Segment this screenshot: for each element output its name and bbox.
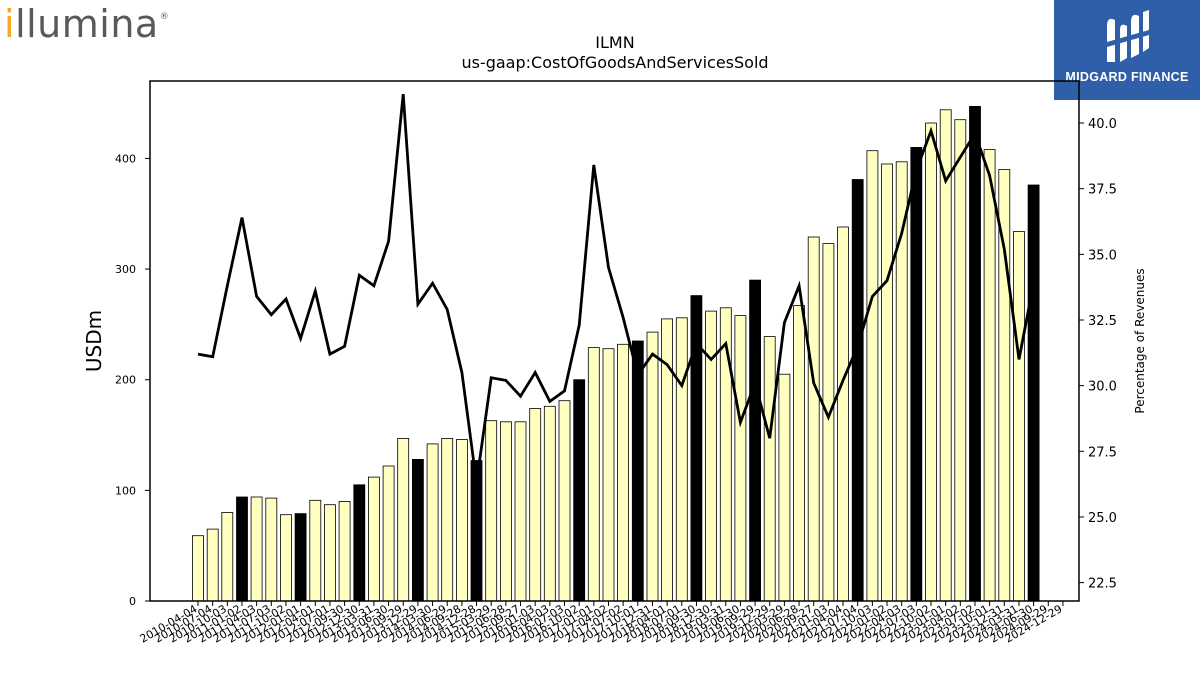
y2-tick-label: 27.5: [1088, 445, 1117, 460]
y-axis-right: 22.5 25.0 27.5 30.0 32.5 35.0 37.5 40.0: [1079, 117, 1117, 592]
y2-tick-label: 25.0: [1088, 511, 1117, 526]
y2-tick-label: 37.5: [1088, 183, 1117, 198]
bar: [910, 146, 923, 602]
bar: [675, 317, 688, 602]
bar: [881, 163, 893, 602]
bar: [573, 379, 586, 602]
line-layer: [197, 93, 1035, 483]
logo-i: i: [4, 2, 16, 46]
chart-subtitle: us-gaap:CostOfGoodsAndServicesSold: [461, 53, 768, 72]
bar: [1013, 231, 1025, 602]
bar: [382, 465, 395, 602]
bar: [719, 307, 732, 602]
bar: [602, 348, 615, 602]
bar: [983, 149, 996, 602]
y-tick-label: 0: [129, 595, 136, 608]
bar: [646, 331, 659, 602]
bar: [294, 513, 307, 602]
bar: [1027, 184, 1040, 602]
bar: [499, 421, 512, 602]
bar-layer: [192, 106, 1040, 602]
bar: [822, 243, 835, 602]
bar: [587, 347, 600, 602]
bar: [265, 497, 278, 602]
y2-tick-label: 40.0: [1088, 117, 1117, 132]
y-tick-label: 300: [115, 263, 136, 276]
logo-rest: llumina: [15, 2, 159, 46]
bar: [455, 439, 468, 602]
bar: [631, 340, 644, 602]
y-tick-label: 200: [115, 374, 136, 387]
bar: [280, 514, 292, 602]
y2-tick-label: 30.0: [1088, 380, 1117, 395]
bar: [192, 535, 204, 602]
y-axis-label: USDm: [82, 310, 106, 372]
series-line-percentage: [197, 93, 1035, 483]
bar: [969, 106, 981, 602]
bar: [763, 336, 776, 602]
y-tick-label: 400: [115, 152, 136, 165]
y2-tick-label: 32.5: [1088, 314, 1117, 329]
y2-tick-label: 22.5: [1088, 577, 1117, 592]
bar: [323, 504, 336, 602]
y2-tick-label: 35.0: [1088, 248, 1117, 263]
bar: [793, 305, 805, 602]
bar: [338, 500, 351, 602]
bar: [778, 373, 791, 602]
bar: [954, 119, 967, 602]
illumina-logo: illumina ®: [4, 2, 169, 46]
bar: [734, 315, 747, 602]
bar: [309, 499, 322, 602]
bar: [807, 236, 820, 602]
registered-mark: ®: [159, 12, 169, 22]
bar: [514, 421, 527, 602]
bar: [749, 279, 761, 602]
bar: [250, 496, 263, 602]
midgard-emblem-icon: [1107, 10, 1149, 63]
illumina-wordmark: illumina: [4, 2, 159, 46]
bar: [236, 496, 248, 602]
bar: [925, 122, 937, 602]
y2-axis-label: Percentage of Revenues: [1133, 268, 1147, 413]
bar: [939, 109, 952, 602]
bar: [353, 484, 366, 602]
bar: [367, 476, 380, 602]
bar: [543, 405, 556, 602]
bar: [529, 408, 542, 602]
x-axis: 2010-04-042010-07-042010-10-032011-01-02…: [138, 601, 1064, 646]
bar: [206, 528, 219, 602]
y-axis-left: 0 100 200 300 400: [115, 152, 150, 608]
bar: [221, 512, 234, 602]
bar: [690, 295, 703, 602]
chart-title: ILMN: [595, 33, 634, 52]
bar: [397, 437, 410, 602]
bar: [837, 226, 849, 602]
bar: [851, 179, 864, 602]
bar: [617, 343, 629, 602]
bar: [441, 437, 454, 602]
bar: [411, 458, 424, 602]
bar: [426, 443, 439, 602]
plot-frame: [149, 80, 1080, 602]
bar: [866, 150, 879, 602]
midgard-name: MIDGARD FINANCE: [1065, 70, 1189, 84]
bar: [485, 420, 498, 602]
y-tick-label: 100: [115, 484, 136, 497]
bar: [558, 400, 571, 602]
